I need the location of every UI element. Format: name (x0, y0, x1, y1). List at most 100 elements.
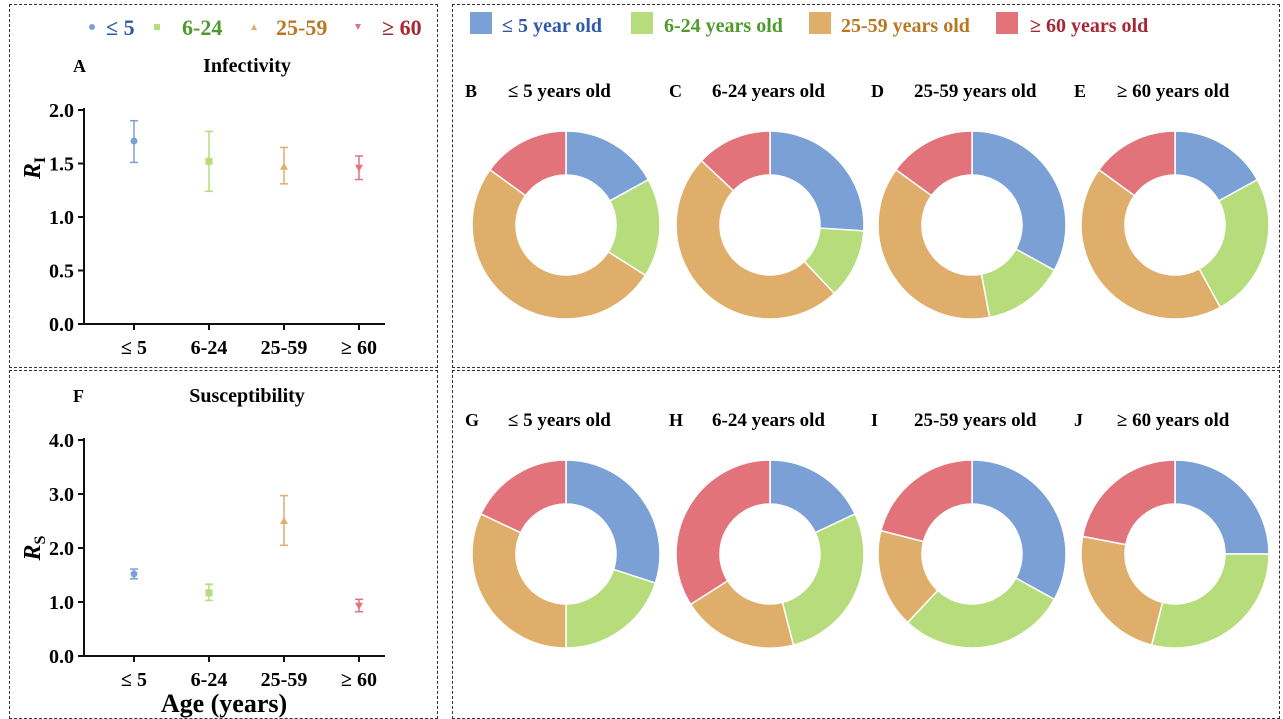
pie-slice-ge60 (479, 459, 567, 534)
pie-slice-a6_24 (906, 577, 1056, 649)
pie-chart-G: G ≤ 5 years old (465, 410, 661, 649)
pie-slice-a25_59 (675, 159, 836, 320)
pie-title: 6-24 years old (712, 81, 825, 102)
pie-chart-D: D 25-59 years old (871, 81, 1067, 320)
left-legend-item-25-59: 25-59 (251, 15, 327, 40)
pie-title: ≥ 60 years old (1117, 81, 1230, 102)
pie-chart-I: I 25-59 years old (871, 410, 1067, 649)
data-point (355, 602, 363, 610)
left-legend-label: 6-24 (182, 15, 222, 40)
pie-slice-a25_59 (471, 512, 567, 649)
x-tick-label: 25-59 (261, 337, 308, 359)
right-legend-label: ≥ 60 years old (1030, 15, 1148, 37)
y-tick-label: 0.0 (49, 314, 74, 336)
pie-slice-ge60 (894, 130, 973, 197)
y-axis-label: RS (20, 535, 49, 561)
square-icon (154, 24, 160, 30)
pie-slice-ge60 (1081, 459, 1176, 546)
pie-slice-ge60 (880, 459, 973, 543)
left-legend-label: ≤ 5 (106, 15, 135, 40)
panel-letter: A (73, 56, 86, 76)
pie-slice-ge60 (675, 459, 771, 606)
pie-slice-le5 (565, 459, 661, 584)
pie-title: 6-24 years old (712, 410, 825, 431)
data-point (205, 157, 213, 165)
legend-swatch-6-24 (631, 12, 653, 34)
pie-title: 25-59 years old (914, 410, 1037, 431)
x-tick-label: 6-24 (191, 669, 228, 691)
left-legend-item-le5: ≤ 5 (89, 15, 135, 40)
right-legend-label: 6-24 years old (664, 15, 783, 37)
x-tick-label: ≤ 5 (121, 669, 147, 691)
y-tick-label: 1.0 (49, 207, 74, 229)
y-tick-label: 2.0 (49, 538, 74, 560)
pie-title: ≥ 60 years old (1117, 410, 1230, 431)
legend-swatch-ge60 (996, 12, 1018, 34)
panel-letter: H (669, 410, 683, 430)
pie-slice-a6_24 (781, 512, 865, 646)
infectivity-chart: A Infectivity RI 0.0 0.5 1.0 1.5 2.0 ≤ 5 6-24 2… (20, 55, 385, 359)
panel-letter: J (1074, 410, 1083, 430)
left-legend-label: ≥ 60 (382, 15, 422, 40)
left-legend-item-6-24: 6-24 (154, 15, 222, 40)
pie-slice-ge60 (1097, 130, 1176, 197)
pie-slice-ge60 (488, 130, 567, 197)
y-tick-label: 4.0 (49, 430, 74, 452)
pie-slice-a25_59 (471, 168, 647, 320)
circle-icon (89, 24, 95, 30)
susceptibility-chart: F Susceptibility RS 0.0 1.0 2.0 3.0 4.0 ≤ 5 6-… (20, 385, 385, 718)
triangle-up-icon (251, 24, 257, 30)
pie-charts: B ≤ 5 years old C 6-24 years old D 25-59 year… (465, 81, 1270, 649)
x-tick-label: ≥ 60 (341, 337, 377, 359)
x-tick-label: ≤ 5 (121, 337, 147, 359)
pie-slice-a6_24 (1150, 553, 1270, 649)
pie-slice-a6_24 (565, 568, 657, 649)
pie-chart-E: E ≥ 60 years old (1074, 81, 1270, 320)
y-tick-label: 3.0 (49, 484, 74, 506)
plot-area: 0.0 0.5 1.0 1.5 2.0 ≤ 5 6-24 25-59 ≥ 60 (49, 100, 385, 359)
y-tick-label: 1.5 (49, 154, 74, 176)
pie-slice-a6_24 (1198, 178, 1270, 309)
chart-title: Susceptibility (189, 385, 305, 407)
x-axis-title: Age (years) (161, 689, 287, 718)
pie-title: ≤ 5 years old (508, 81, 611, 102)
panel-letter: G (465, 410, 479, 430)
pie-chart-H: H 6-24 years old (669, 410, 865, 649)
panel-letter: I (871, 410, 878, 430)
data-point (130, 570, 138, 578)
pie-slice-le5 (971, 130, 1067, 272)
pie-slice-le5 (971, 459, 1067, 601)
pie-slice-le5 (1174, 459, 1270, 555)
right-legend-label: 25-59 years old (841, 15, 970, 37)
left-legend-item-ge60: ≥ 60 (355, 15, 422, 40)
left-legend: ≤ 5 6-24 25-59 ≥ 60 (89, 15, 422, 40)
right-legend: ≤ 5 year old 6-24 years old 25-59 years … (470, 12, 1148, 37)
pie-slice-a25_59 (1080, 168, 1222, 320)
legend-swatch-25-59 (809, 12, 831, 34)
pie-slice-ge60 (700, 130, 771, 192)
panel-letter: F (73, 386, 84, 406)
pie-slice-a25_59 (877, 168, 991, 320)
pie-title: ≤ 5 years old (508, 410, 611, 431)
y-tick-label: 0.0 (49, 646, 74, 668)
x-tick-label: 25-59 (261, 669, 308, 691)
x-tick-label: 6-24 (191, 337, 228, 359)
panel-letter: D (871, 81, 884, 101)
legend-swatch-le5 (470, 12, 492, 34)
pie-title: 25-59 years old (914, 81, 1037, 102)
x-tick-label: ≥ 60 (341, 669, 377, 691)
data-point (280, 517, 288, 524)
data-point (130, 137, 138, 145)
y-axis-label: RI (20, 157, 49, 180)
data-point (280, 162, 288, 170)
pie-slice-a25_59 (1080, 535, 1164, 646)
y-tick-label: 2.0 (49, 100, 74, 122)
triangle-down-icon (355, 24, 361, 30)
pie-chart-C: C 6-24 years old (669, 81, 865, 320)
chart-title: Infectivity (203, 55, 291, 77)
data-point (355, 164, 363, 172)
plot-area: 0.0 1.0 2.0 3.0 4.0 ≤ 5 6-24 25-59 ≥ 60 (49, 430, 385, 691)
pie-slice-le5 (769, 130, 865, 232)
y-tick-label: 1.0 (49, 592, 74, 614)
